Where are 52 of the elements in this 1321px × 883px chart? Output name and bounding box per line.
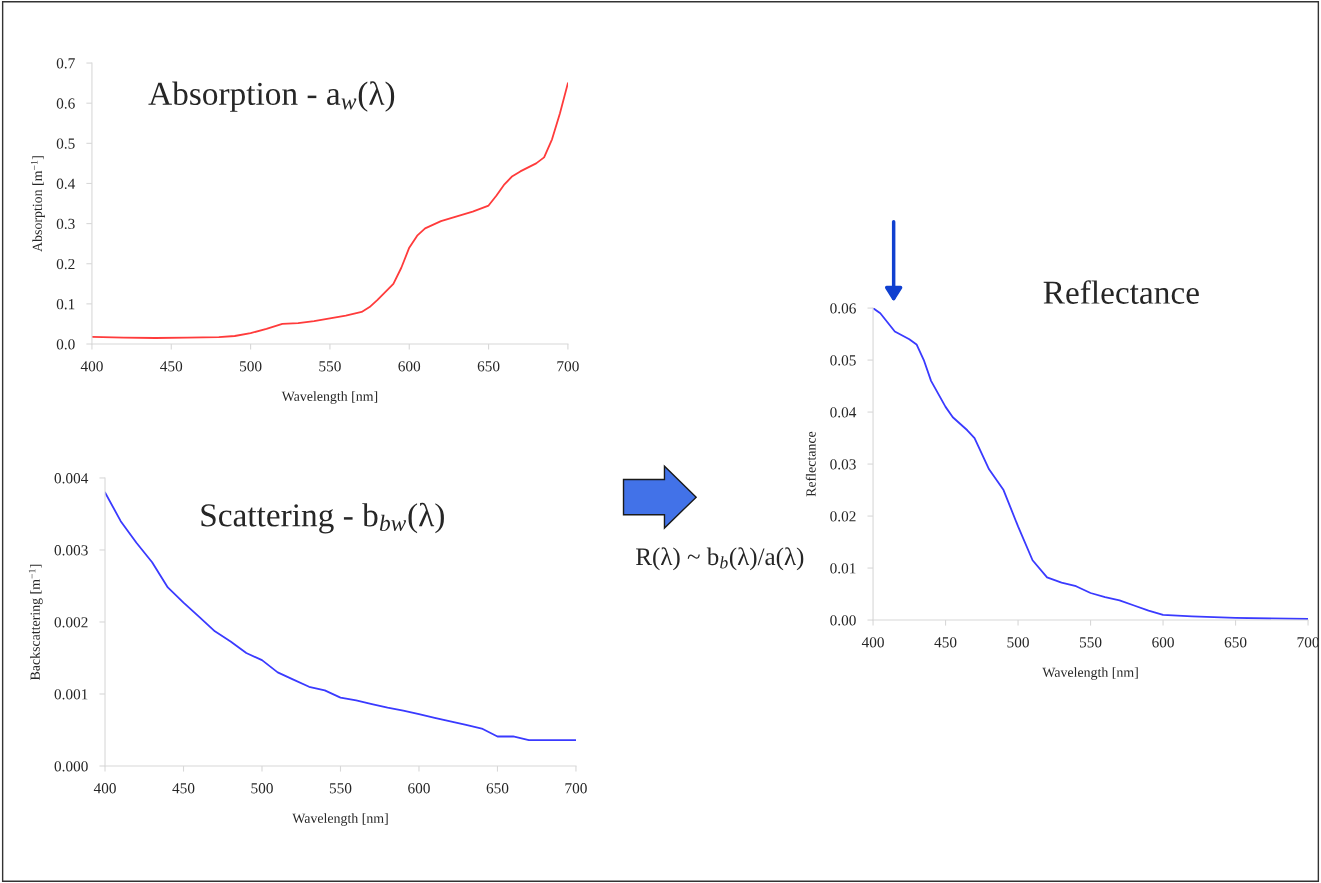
- y-tick-label: 0.6: [56, 98, 75, 109]
- y-tick-label: 0.3: [56, 218, 75, 230]
- x-axis-title: Wavelength [nm]: [1042, 667, 1138, 680]
- x-tick-label: 400: [80, 361, 103, 372]
- x-tick-label: 650: [477, 361, 500, 372]
- x-tick-label: 600: [1152, 637, 1174, 648]
- y-axis-title: Backscattering [m$^{−1}$]: [28, 564, 43, 681]
- chart-title: Reflectance: [1043, 280, 1199, 304]
- text: Scattering - b$_{bw}$(λ): [201, 502, 444, 534]
- y-tick-label: 0.00: [830, 615, 856, 626]
- y-tick-label: 0.02: [830, 511, 856, 522]
- x-tick-label: 600: [408, 783, 430, 794]
- y-tick-label: 0.7: [56, 58, 75, 69]
- x-tick-label: 650: [486, 783, 509, 794]
- x-tick-label: 500: [251, 783, 273, 794]
- y-tick-label: 0.001: [54, 689, 88, 700]
- x-tick-label: 450: [160, 361, 183, 372]
- y-tick-label: 0.004: [54, 473, 89, 484]
- x-axis-title: Wavelength [nm]: [292, 813, 388, 826]
- x-tick-label: 450: [934, 637, 957, 648]
- y-axis-title: Reflectance: [805, 431, 816, 497]
- x-tick-label: 400: [93, 783, 116, 794]
- y-tick-label: 0.0: [56, 339, 75, 350]
- x-tick-label: 450: [172, 783, 195, 794]
- y-tick-label: 0.5: [56, 138, 75, 149]
- x-axis-title: Wavelength [nm]: [281, 391, 378, 404]
- y-tick-label: 0.05: [830, 355, 856, 366]
- y-tick-label: 0.2: [56, 258, 75, 270]
- line-series: [105, 491, 576, 741]
- y-tick-label: 0.06: [830, 303, 856, 314]
- x-tick-label: 700: [565, 783, 587, 794]
- y-tick-label: 0.002: [54, 617, 88, 628]
- y-tick-label: 0.000: [54, 761, 88, 772]
- x-tick-label: 700: [557, 361, 579, 372]
- y-tick-label: 0.003: [54, 545, 88, 556]
- y-tick-label: 0.04: [830, 407, 857, 418]
- x-tick-label: 400: [861, 637, 884, 648]
- y-tick-label: 0.03: [830, 459, 856, 470]
- text: Absorption - a$_{w}$(λ): [148, 81, 395, 112]
- x-tick-label: 550: [329, 783, 352, 794]
- x-tick-label: 500: [240, 361, 262, 372]
- x-tick-label: 650: [1224, 637, 1247, 648]
- y-tick-label: 0.1: [56, 299, 75, 310]
- y-tick-label: 0.4: [56, 178, 76, 189]
- text: R(λ) ~ b$_{b}$(λ)/a(λ): [636, 547, 804, 571]
- x-tick-label: 550: [319, 361, 341, 372]
- x-tick-label: 550: [1079, 637, 1102, 648]
- line-series: [91, 82, 568, 339]
- y-axis-title: Absorption [m$^{−1}$]: [31, 156, 45, 252]
- y-tick-label: 0.01: [830, 563, 856, 574]
- x-tick-label: 600: [398, 361, 421, 372]
- x-tick-label: 500: [1007, 637, 1029, 648]
